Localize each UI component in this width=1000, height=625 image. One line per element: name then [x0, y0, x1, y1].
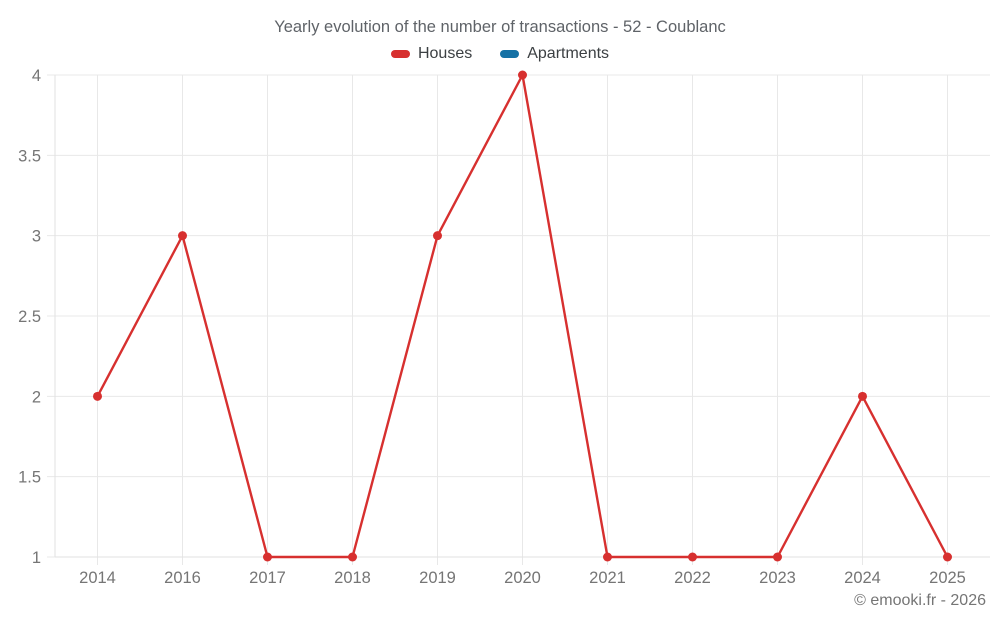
- copyright: © emooki.fr - 2026: [854, 592, 986, 609]
- x-axis-tick-label: 2025: [929, 569, 966, 587]
- x-axis-tick-label: 2019: [419, 569, 456, 587]
- y-axis-tick-label: 4: [32, 67, 41, 85]
- y-axis-tick-label: 2: [32, 388, 41, 406]
- legend-item-houses[interactable]: Houses: [390, 45, 473, 63]
- y-axis-tick-label: 1.5: [18, 469, 41, 487]
- houses-data-point[interactable]: [433, 231, 442, 241]
- x-axis-tick-label: 2022: [674, 569, 711, 587]
- houses-data-point[interactable]: [603, 552, 612, 562]
- legend: Houses Apartments: [0, 45, 1000, 63]
- houses-data-point[interactable]: [178, 231, 187, 241]
- x-axis-tick-label: 2017: [249, 569, 286, 587]
- x-axis-tick-label: 2023: [759, 569, 796, 587]
- x-axis-tick-label: 2018: [334, 569, 371, 587]
- x-axis-tick-label: 2020: [504, 569, 541, 587]
- houses-swatch-icon: [390, 50, 410, 58]
- houses-data-point[interactable]: [93, 391, 102, 401]
- houses-data-point[interactable]: [858, 391, 867, 401]
- y-axis-tick-label: 3: [32, 228, 41, 246]
- houses-data-point[interactable]: [263, 552, 272, 562]
- chart-title: Yearly evolution of the number of transa…: [274, 18, 726, 36]
- x-axis-tick-label: 2024: [844, 569, 881, 587]
- y-axis-tick-label: 2.5: [18, 308, 41, 326]
- houses-data-point[interactable]: [518, 70, 527, 80]
- x-axis-tick-label: 2016: [164, 569, 201, 587]
- legend-label-houses: Houses: [417, 45, 473, 62]
- apartments-swatch-icon: [500, 50, 520, 58]
- x-axis-tick-label: 2014: [79, 569, 116, 587]
- legend-label-apartments: Apartments: [527, 45, 610, 62]
- houses-data-point[interactable]: [348, 552, 357, 562]
- houses-data-point[interactable]: [773, 552, 782, 562]
- y-axis-tick-label: 1: [32, 549, 41, 567]
- legend-item-apartments[interactable]: Apartments: [500, 45, 609, 63]
- y-axis-tick-label: 3.5: [18, 147, 41, 165]
- houses-data-point[interactable]: [943, 552, 952, 562]
- houses-data-point[interactable]: [688, 552, 697, 562]
- x-axis-tick-label: 2021: [589, 569, 626, 587]
